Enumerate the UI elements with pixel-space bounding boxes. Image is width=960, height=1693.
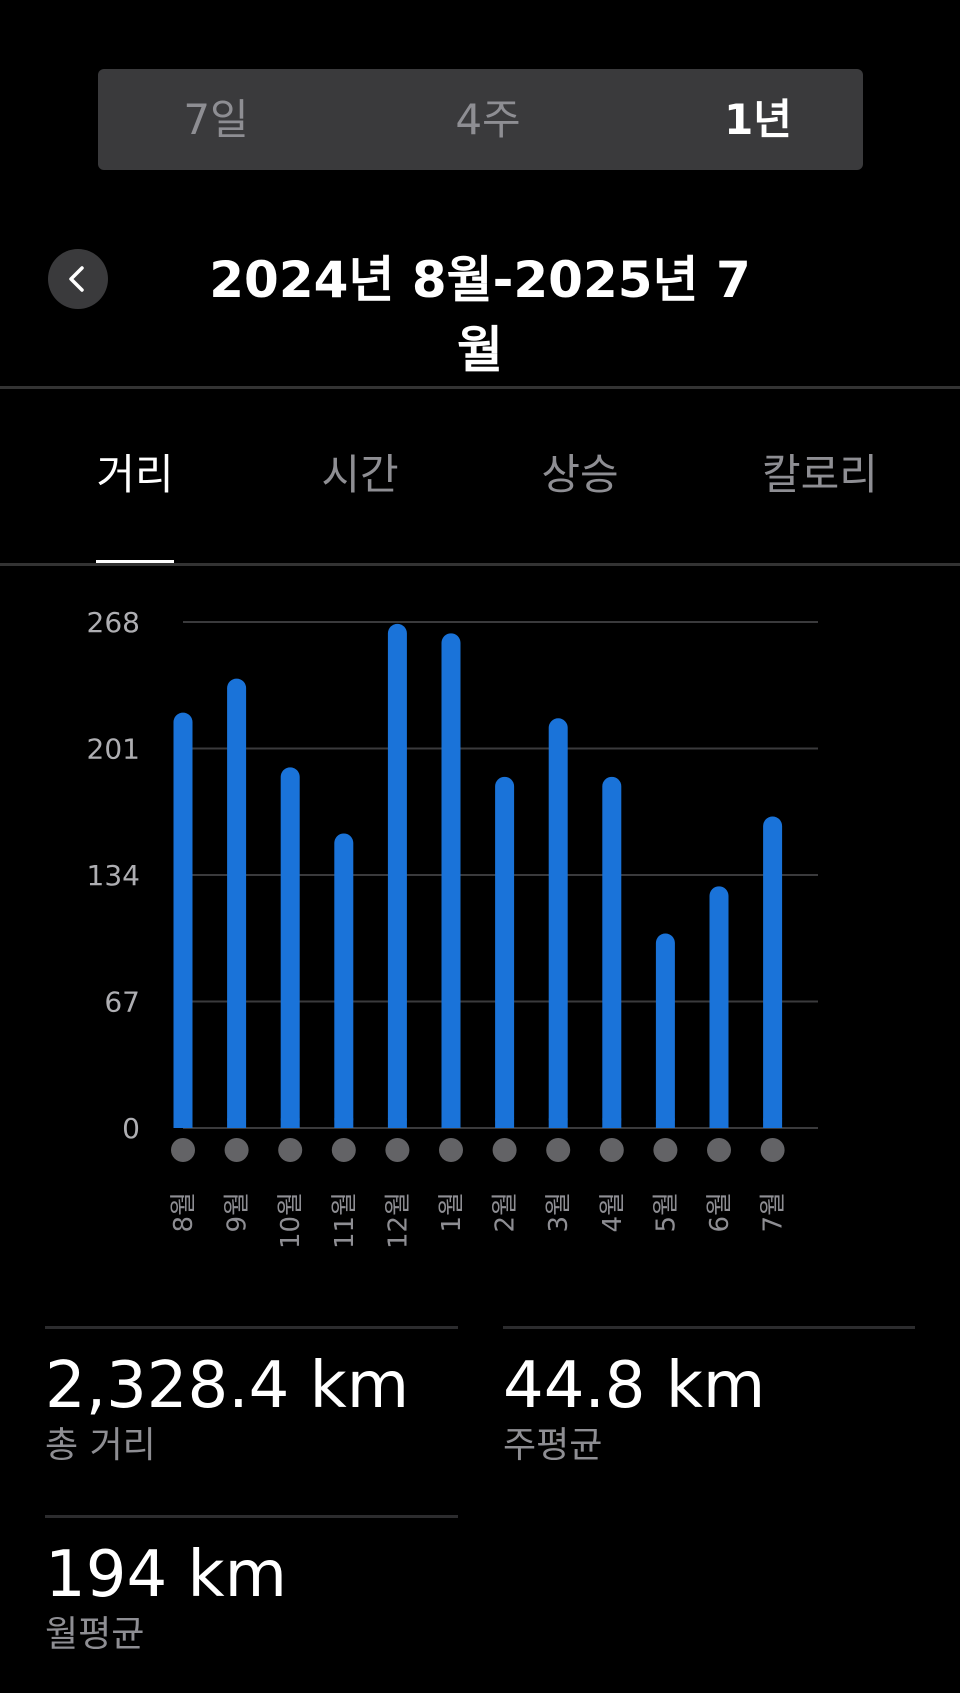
bar-base — [548, 1118, 568, 1128]
bar — [495, 776, 515, 1128]
day-dot — [546, 1138, 571, 1162]
day-dot — [439, 1138, 463, 1162]
monthly-average-label: 월평균 — [45, 1614, 145, 1655]
range-option-7-days[interactable]: 7일 — [183, 95, 249, 144]
x-tick-label: 5월 — [651, 1192, 681, 1232]
total-distance-label: 총 거리 — [45, 1425, 156, 1466]
x-tick-label: 3월 — [544, 1192, 574, 1232]
stat-divider-total — [45, 1326, 458, 1329]
bar — [441, 633, 461, 1128]
distance-bar-chart: 0 67 134 201 268 8월 9월 10월 11월 12월 1월 2월 3월 4월 5월 6월 7월 — [87, 606, 818, 1249]
x-tick-label: 1월 — [437, 1192, 467, 1232]
day-dot — [760, 1138, 785, 1162]
day-dot — [653, 1138, 678, 1162]
weekly-average-value: 44.8 km — [503, 1349, 766, 1423]
tab-elevation[interactable]: 상승 — [541, 450, 619, 499]
x-tick-label: 10월 — [276, 1192, 306, 1249]
bar-base — [709, 1118, 729, 1128]
x-tick-label: 2월 — [491, 1192, 521, 1232]
total-distance-value: 2,328.4 km — [45, 1349, 410, 1423]
bar-base — [763, 1118, 783, 1128]
bar-base — [173, 1118, 193, 1128]
period-title: 2024년 8월-2025년 7월 — [209, 251, 751, 379]
monthly-average-value: 194 km — [45, 1538, 287, 1612]
day-dot — [385, 1138, 410, 1162]
bar-base — [280, 1118, 300, 1128]
active-tab-indicator — [96, 560, 174, 564]
header-divider — [0, 386, 960, 389]
day-dot — [278, 1138, 303, 1162]
bar — [227, 678, 247, 1128]
tabs-divider — [0, 563, 960, 566]
bar — [548, 718, 568, 1128]
weekly-average-label: 주평균 — [503, 1425, 603, 1466]
chevron-left-icon — [69, 266, 84, 292]
x-tick-label: 7월 — [759, 1192, 789, 1232]
bar — [602, 776, 622, 1128]
y-tick-label: 134 — [87, 859, 140, 892]
bar — [280, 767, 300, 1128]
day-dot — [492, 1138, 517, 1162]
tab-time[interactable]: 시간 — [321, 450, 399, 499]
range-option-4-weeks[interactable]: 4주 — [455, 95, 521, 144]
y-tick-label: 67 — [104, 986, 140, 1019]
bar-base — [655, 1118, 675, 1128]
x-tick-label: 11월 — [330, 1192, 360, 1249]
range-selector: 7일 4주 1년 — [98, 69, 863, 170]
stat-divider-monthly — [45, 1515, 458, 1518]
y-tick-label: 201 — [87, 733, 140, 766]
bar — [334, 833, 354, 1128]
day-dot — [599, 1138, 624, 1162]
bar — [763, 816, 783, 1128]
bar-base — [441, 1118, 461, 1128]
x-tick-label: 12월 — [383, 1192, 413, 1249]
bar-base — [495, 1118, 515, 1128]
bar — [173, 712, 193, 1128]
range-option-1-year[interactable]: 1년 — [724, 95, 792, 144]
tab-distance[interactable]: 거리 — [96, 450, 174, 499]
x-tick-label: 8월 — [169, 1192, 199, 1232]
x-tick-label: 6월 — [705, 1192, 735, 1232]
day-dot — [331, 1138, 356, 1162]
x-tick-label: 4월 — [598, 1192, 628, 1232]
tab-calories[interactable]: 칼로리 — [762, 450, 878, 499]
bar — [387, 623, 407, 1128]
y-tick-label: 268 — [87, 606, 140, 639]
bar — [655, 933, 675, 1128]
bar-base — [334, 1118, 354, 1128]
y-tick-label: 0 — [122, 1112, 140, 1145]
day-dot — [171, 1138, 195, 1162]
bar — [709, 886, 729, 1128]
bar-base — [227, 1118, 247, 1128]
x-tick-label: 9월 — [223, 1192, 253, 1232]
day-dot — [707, 1138, 731, 1162]
bar-base — [602, 1118, 622, 1128]
previous-period-button[interactable] — [48, 249, 108, 309]
stat-divider-weekly — [503, 1326, 915, 1329]
day-dot — [224, 1138, 249, 1162]
bar-base — [387, 1118, 407, 1128]
